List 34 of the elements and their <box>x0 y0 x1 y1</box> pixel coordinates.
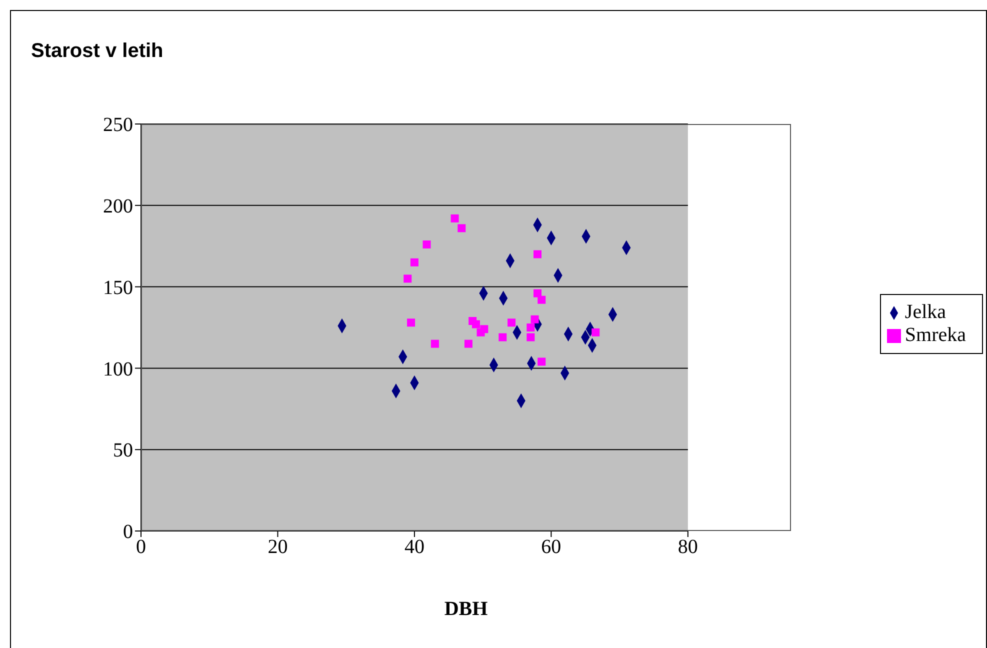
point <box>538 358 546 366</box>
y-tick-label: 0 <box>123 521 133 544</box>
point <box>498 333 507 342</box>
point <box>404 274 412 283</box>
point <box>458 224 466 232</box>
y-tick-label: 250 <box>103 114 133 136</box>
point <box>526 324 535 332</box>
point <box>530 315 539 324</box>
point <box>430 340 439 348</box>
point <box>534 289 542 298</box>
point <box>534 250 542 258</box>
point <box>464 340 472 348</box>
legend-label: Smreka <box>904 324 966 346</box>
y-tick-label: 150 <box>103 276 133 299</box>
point <box>592 328 600 336</box>
y-tick-label: 100 <box>103 358 133 380</box>
point <box>538 296 546 304</box>
x-tick-label: 60 <box>541 536 562 558</box>
x-tick-label: 40 <box>404 536 424 558</box>
point <box>526 333 535 342</box>
y-tick-label: 200 <box>103 196 133 218</box>
point <box>472 320 480 328</box>
x-tick-label: 20 <box>268 536 288 558</box>
x-axis-title: DBH <box>443 598 489 621</box>
x-tick-label: 80 <box>678 536 698 558</box>
point <box>407 318 416 327</box>
point <box>410 258 418 266</box>
point <box>508 318 516 327</box>
point <box>422 240 431 248</box>
point <box>450 214 459 222</box>
y-tick-label: 50 <box>113 440 133 462</box>
chart-title: Starost v letih <box>31 40 164 63</box>
point <box>480 325 488 334</box>
legend-label: Jelka <box>904 301 946 323</box>
